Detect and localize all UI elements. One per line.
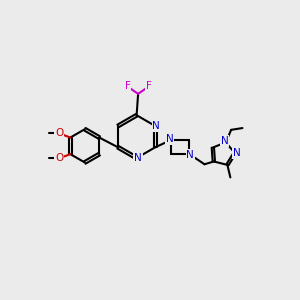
Text: N: N: [221, 136, 229, 146]
Text: O: O: [55, 128, 63, 138]
Text: F: F: [146, 81, 152, 91]
Text: N: N: [166, 134, 173, 144]
Text: O: O: [55, 153, 63, 163]
Text: N: N: [152, 121, 160, 131]
Text: N: N: [134, 153, 142, 163]
Text: N: N: [186, 150, 194, 160]
Text: F: F: [125, 81, 130, 91]
Text: N: N: [233, 148, 241, 158]
